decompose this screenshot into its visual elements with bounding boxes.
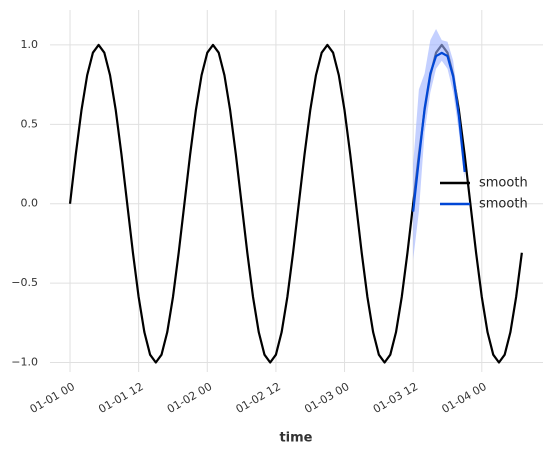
y-tick-label: 0.0 [21,197,39,210]
legend-label: smooth [479,197,528,212]
x-tick-label: 01-01 00 [28,380,77,416]
confidence-band [413,29,465,260]
series-line [412,51,466,212]
x-tick-label: 01-04 00 [439,380,488,416]
y-tick-label: −1.0 [11,355,38,368]
x-tick-label: 01-02 12 [234,380,283,416]
y-tick-label: 1.0 [21,38,39,51]
legend-label: smooth [479,176,528,191]
x-tick-label: 01-02 00 [165,380,214,416]
x-axis-label: time [279,431,312,446]
x-tick-label: 01-03 00 [302,380,351,416]
y-tick-label: 0.5 [21,117,39,130]
x-tick-label: 01-03 12 [371,380,420,416]
x-tick-label: 01-01 12 [96,380,145,416]
y-tick-label: −0.5 [11,276,38,289]
